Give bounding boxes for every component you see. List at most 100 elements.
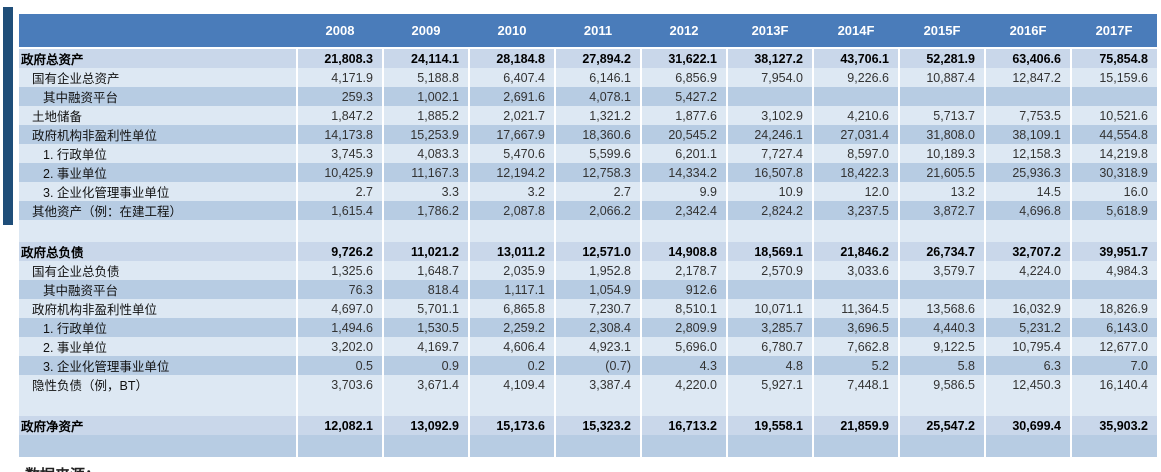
value-cell: 1,054.9 bbox=[554, 280, 641, 299]
value-cell: 818.4 bbox=[382, 280, 469, 299]
value-cell: 4,210.6 bbox=[812, 106, 899, 125]
row-label: 土地储备 bbox=[19, 106, 297, 125]
value-cell: 5,927.1 bbox=[726, 375, 813, 394]
row-label: 其他资产（例：在建工程） bbox=[19, 201, 297, 220]
value-cell bbox=[812, 220, 899, 242]
value-cell: 10,795.4 bbox=[984, 337, 1071, 356]
value-cell: 1,952.8 bbox=[554, 261, 641, 280]
value-cell: 4,923.1 bbox=[554, 337, 641, 356]
year-column-header: 2014F bbox=[813, 14, 899, 49]
value-cell: 12,158.3 bbox=[984, 144, 1071, 163]
table-row: 2. 事业单位 10,425.9 11,167.3 12,194.2 12,758.3 1… bbox=[19, 163, 1157, 182]
value-cell: 4,169.7 bbox=[382, 337, 469, 356]
value-cell: 17,667.9 bbox=[468, 125, 555, 144]
table-row: 政府机构非盈利性单位 4,697.0 5,701.1 6,865.8 7,230.7 8,… bbox=[19, 299, 1157, 318]
value-cell: 44,554.8 bbox=[1070, 125, 1157, 144]
value-cell: 21,846.2 bbox=[812, 242, 899, 261]
value-cell: 3,387.4 bbox=[554, 375, 641, 394]
value-cell: 7,727.4 bbox=[726, 144, 813, 163]
value-cell: 10,521.6 bbox=[1070, 106, 1157, 125]
value-cell: 7,753.5 bbox=[984, 106, 1071, 125]
value-cell: 10,887.4 bbox=[898, 68, 985, 87]
value-cell: 30,699.4 bbox=[984, 416, 1071, 435]
value-cell: 35,903.2 bbox=[1070, 416, 1157, 435]
value-cell: 1,786.2 bbox=[382, 201, 469, 220]
value-cell: 21,859.9 bbox=[812, 416, 899, 435]
value-cell: 4,078.1 bbox=[554, 87, 641, 106]
value-cell: 52,281.9 bbox=[898, 48, 985, 68]
value-cell: 27,031.4 bbox=[812, 125, 899, 144]
value-cell: 4.8 bbox=[726, 356, 813, 375]
value-cell: 12,677.0 bbox=[1070, 337, 1157, 356]
value-cell: 5,618.9 bbox=[1070, 201, 1157, 220]
year-column-header: 2013F bbox=[727, 14, 813, 49]
table-row: 3. 企业化管理事业单位 2.7 3.3 3.2 2.7 9.9 10.9 12.0 13.2 1… bbox=[19, 182, 1157, 201]
value-cell: 4,220.0 bbox=[640, 375, 727, 394]
value-cell bbox=[726, 220, 813, 242]
value-cell: (0.7) bbox=[554, 356, 641, 375]
value-cell: 1,877.6 bbox=[640, 106, 727, 125]
value-cell: 16,032.9 bbox=[984, 299, 1071, 318]
value-cell: 14,219.8 bbox=[1070, 144, 1157, 163]
value-cell: 4,984.3 bbox=[1070, 261, 1157, 280]
value-cell: 1,002.1 bbox=[382, 87, 469, 106]
value-cell: 3,872.7 bbox=[898, 201, 985, 220]
table-row: 1. 行政单位 1,494.6 1,530.5 2,259.2 2,308.4 2,809… bbox=[19, 318, 1157, 337]
value-cell: 5,701.1 bbox=[382, 299, 469, 318]
value-cell: 9,586.5 bbox=[898, 375, 985, 394]
value-cell bbox=[554, 220, 641, 242]
year-header-row: 2008 2009 2010 2011 2012 2013F 2014F 2015F 2016F… bbox=[19, 14, 1157, 49]
value-cell bbox=[898, 220, 985, 242]
value-cell: 13.2 bbox=[898, 182, 985, 201]
value-cell: 8,597.0 bbox=[812, 144, 899, 163]
value-cell: 3,703.6 bbox=[296, 375, 383, 394]
value-cell: 9,122.5 bbox=[898, 337, 985, 356]
value-cell bbox=[640, 394, 727, 416]
value-cell: 10.9 bbox=[726, 182, 813, 201]
value-cell: 2,087.8 bbox=[468, 201, 555, 220]
value-cell: 24,246.1 bbox=[726, 125, 813, 144]
value-cell: 32,707.2 bbox=[984, 242, 1071, 261]
value-cell: 4,697.0 bbox=[296, 299, 383, 318]
value-cell: 11,167.3 bbox=[382, 163, 469, 182]
value-cell: 7,230.7 bbox=[554, 299, 641, 318]
value-cell: 2.7 bbox=[296, 182, 383, 201]
value-cell: 3,285.7 bbox=[726, 318, 813, 337]
spacer-row bbox=[19, 435, 1157, 457]
row-label: 其中融资平台 bbox=[19, 87, 297, 106]
value-cell bbox=[726, 394, 813, 416]
value-cell bbox=[1070, 280, 1157, 299]
table-row: 政府机构非盈利性单位 14,173.8 15,253.9 17,667.9 18,360… bbox=[19, 125, 1157, 144]
table-row: 2. 事业单位 3,202.0 4,169.7 4,606.4 4,923.1 5,696… bbox=[19, 337, 1157, 356]
table-row: 1. 行政单位 3,745.3 4,083.3 5,470.6 5,599.6 6,201… bbox=[19, 144, 1157, 163]
table-row: 国有企业总资产 4,171.9 5,188.8 6,407.4 6,146.1 6,856… bbox=[19, 68, 1157, 87]
value-cell: 5,713.7 bbox=[898, 106, 985, 125]
value-cell bbox=[812, 87, 899, 106]
row-label: 其中融资平台 bbox=[19, 280, 297, 299]
value-cell bbox=[726, 435, 813, 457]
value-cell bbox=[984, 394, 1071, 416]
row-label-header bbox=[19, 14, 297, 49]
year-column-header: 2012 bbox=[641, 14, 727, 49]
value-cell: 15,253.9 bbox=[382, 125, 469, 144]
value-cell bbox=[296, 394, 383, 416]
value-cell: 4,696.8 bbox=[984, 201, 1071, 220]
value-cell bbox=[382, 435, 469, 457]
value-cell: 6,407.4 bbox=[468, 68, 555, 87]
value-cell bbox=[382, 220, 469, 242]
value-cell: 2,066.2 bbox=[554, 201, 641, 220]
row-label: 政府机构非盈利性单位 bbox=[19, 125, 297, 144]
value-cell: 6,780.7 bbox=[726, 337, 813, 356]
value-cell: 25,547.2 bbox=[898, 416, 985, 435]
value-cell: 2,809.9 bbox=[640, 318, 727, 337]
value-cell bbox=[1070, 394, 1157, 416]
year-column-header: 2017F bbox=[1071, 14, 1157, 49]
value-cell: 16,507.8 bbox=[726, 163, 813, 182]
value-cell: 912.6 bbox=[640, 280, 727, 299]
value-cell: 13,092.9 bbox=[382, 416, 469, 435]
value-cell: 3.3 bbox=[382, 182, 469, 201]
value-cell: 9,226.6 bbox=[812, 68, 899, 87]
value-cell: 2,342.4 bbox=[640, 201, 727, 220]
value-cell: 5,188.8 bbox=[382, 68, 469, 87]
